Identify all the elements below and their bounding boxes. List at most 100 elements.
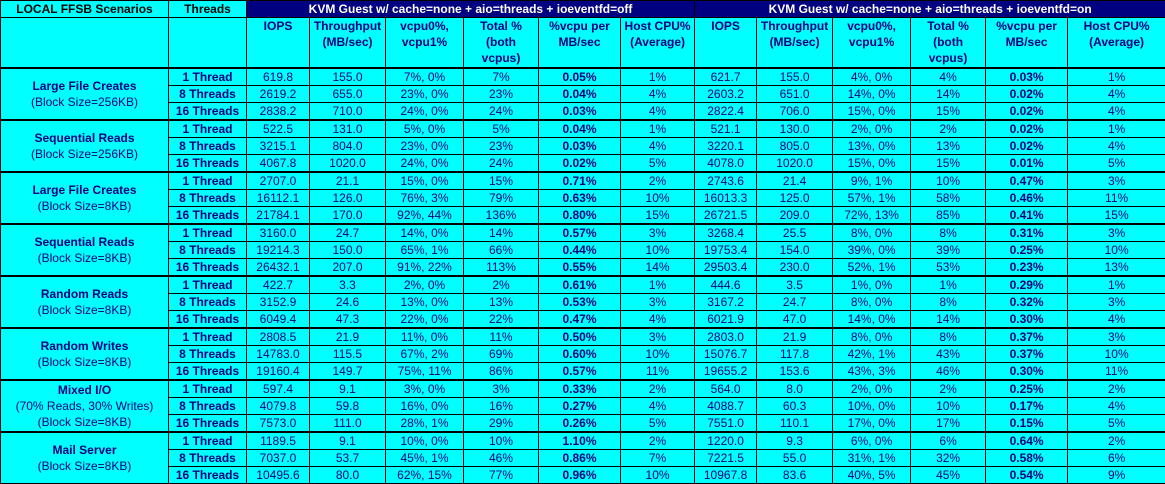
- value-cell-off: 53.7: [310, 449, 386, 466]
- value-cell-off: 149.7: [310, 362, 386, 380]
- value-cell-on: 42%, 1%: [833, 345, 911, 362]
- value-cell-off: 4%: [621, 137, 695, 154]
- header-group-ioeventfd-off: KVM Guest w/ cache=none + aio=threads + …: [247, 1, 695, 18]
- value-cell-on: 0.37%: [986, 328, 1068, 346]
- scenario-cell: Sequential Reads(Block Size=8KB): [1, 224, 169, 276]
- value-cell-off: 26432.1: [247, 258, 310, 276]
- value-cell-on: 13%: [911, 137, 986, 154]
- value-cell-off: 5%: [464, 120, 539, 138]
- scenario-detail: (Block Size=256KB): [3, 146, 166, 162]
- value-cell-off: 24%: [464, 102, 539, 120]
- header-scenarios: LOCAL FFSB Scenarios: [1, 1, 169, 18]
- scenario-detail: (Block Size=8KB): [3, 198, 166, 214]
- subheader-vcpu-split: vcpu0%, vcpu1%: [386, 18, 464, 68]
- value-cell-off: 24%, 0%: [386, 154, 464, 172]
- value-cell-off: 21.1: [310, 172, 386, 190]
- threads-cell: 16 Threads: [169, 310, 247, 328]
- value-cell-off: 59.8: [310, 397, 386, 414]
- value-cell-off: 0.96%: [539, 466, 621, 483]
- value-cell-on: 0.30%: [986, 310, 1068, 328]
- value-cell-off: 804.0: [310, 137, 386, 154]
- value-cell-on: 0.25%: [986, 241, 1068, 258]
- value-cell-on: 125.0: [757, 189, 833, 206]
- value-cell-off: 0.86%: [539, 449, 621, 466]
- value-cell-off: 3152.9: [247, 293, 310, 310]
- value-cell-on: 621.7: [695, 68, 757, 86]
- value-cell-off: 0.80%: [539, 206, 621, 224]
- value-cell-on: 805.0: [757, 137, 833, 154]
- value-cell-on: 15%, 0%: [833, 102, 911, 120]
- value-cell-on: 47.0: [757, 310, 833, 328]
- value-cell-off: 0.50%: [539, 328, 621, 346]
- value-cell-off: 0.55%: [539, 258, 621, 276]
- value-cell-off: 111.0: [310, 414, 386, 432]
- value-cell-off: 3215.1: [247, 137, 310, 154]
- value-cell-off: 2%: [621, 172, 695, 190]
- value-cell-on: 10%: [911, 172, 986, 190]
- scenario-name: Random Writes: [3, 338, 166, 354]
- value-cell-off: 46%: [464, 449, 539, 466]
- value-cell-off: 422.7: [247, 276, 310, 294]
- scenario-name: Sequential Reads: [3, 130, 166, 146]
- scenario-name: Mixed I/O: [3, 382, 166, 398]
- value-cell-on: 1%: [1068, 120, 1165, 138]
- threads-cell: 8 Threads: [169, 85, 247, 102]
- value-cell-off: 16112.1: [247, 189, 310, 206]
- value-cell-on: 4078.0: [695, 154, 757, 172]
- value-cell-off: 91%, 22%: [386, 258, 464, 276]
- value-cell-off: 14%: [464, 224, 539, 242]
- value-cell-on: 0.03%: [986, 68, 1068, 86]
- scenario-detail: (Block Size=8KB): [3, 302, 166, 318]
- scenario-cell: Random Writes(Block Size=8KB): [1, 328, 169, 380]
- value-cell-on: 11%: [1068, 189, 1165, 206]
- scenario-detail: (Block Size=8KB): [3, 458, 166, 474]
- value-cell-off: 170.0: [310, 206, 386, 224]
- value-cell-on: 3%: [1068, 172, 1165, 190]
- value-cell-off: 1%: [621, 120, 695, 138]
- value-cell-off: 3%: [621, 293, 695, 310]
- value-cell-off: 15%, 0%: [386, 172, 464, 190]
- scenario-name: Large File Creates: [3, 78, 166, 94]
- value-cell-on: 4%, 0%: [833, 68, 911, 86]
- value-cell-on: 706.0: [757, 102, 833, 120]
- value-cell-off: 86%: [464, 362, 539, 380]
- value-cell-on: 130.0: [757, 120, 833, 138]
- value-cell-off: 19160.4: [247, 362, 310, 380]
- value-cell-off: 11%: [464, 328, 539, 346]
- value-cell-off: 23%: [464, 85, 539, 102]
- value-cell-off: 79%: [464, 189, 539, 206]
- value-cell-on: 72%, 13%: [833, 206, 911, 224]
- value-cell-off: 14%, 0%: [386, 224, 464, 242]
- value-cell-on: 0.31%: [986, 224, 1068, 242]
- value-cell-on: 85%: [911, 206, 986, 224]
- value-cell-off: 0.03%: [539, 102, 621, 120]
- value-cell-off: 10%: [621, 466, 695, 483]
- header-scenarios-blank: [1, 18, 169, 68]
- threads-cell: 16 Threads: [169, 102, 247, 120]
- value-cell-on: 0.25%: [986, 380, 1068, 398]
- value-cell-off: 0.04%: [539, 85, 621, 102]
- value-cell-off: 3%: [464, 380, 539, 398]
- value-cell-off: 0.53%: [539, 293, 621, 310]
- scenario-name: Sequential Reads: [3, 234, 166, 250]
- value-cell-on: 0.01%: [986, 154, 1068, 172]
- value-cell-off: 0.02%: [539, 154, 621, 172]
- value-cell-off: 14%: [621, 258, 695, 276]
- value-cell-on: 0.41%: [986, 206, 1068, 224]
- threads-cell: 16 Threads: [169, 414, 247, 432]
- value-cell-off: 69%: [464, 345, 539, 362]
- value-cell-on: 11%: [1068, 362, 1165, 380]
- value-cell-on: 2%: [911, 380, 986, 398]
- value-cell-off: 2%, 0%: [386, 276, 464, 294]
- value-cell-off: 522.5: [247, 120, 310, 138]
- value-cell-on: 154.0: [757, 241, 833, 258]
- value-cell-on: 4%: [1068, 310, 1165, 328]
- scenario-cell: Mixed I/O(70% Reads, 30% Writes)(Block S…: [1, 380, 169, 432]
- value-cell-on: 0.30%: [986, 362, 1068, 380]
- value-cell-off: 4%: [621, 85, 695, 102]
